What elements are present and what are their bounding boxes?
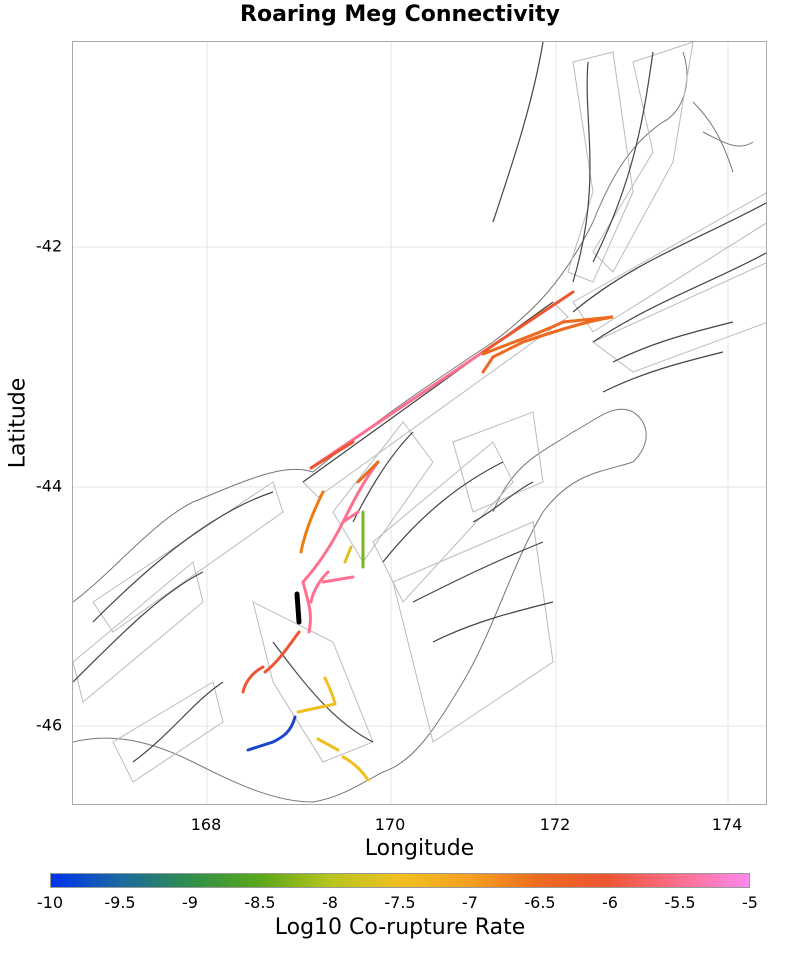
y-axis-label: Latitude	[5, 377, 31, 469]
fault-polygons	[73, 42, 766, 783]
colorbar-tick: -9	[182, 893, 198, 912]
grid-lines	[73, 42, 766, 804]
y-tick-neg46: -46	[36, 715, 63, 735]
y-tick-neg42: -42	[36, 236, 63, 256]
x-axis-label: Longitude	[364, 836, 475, 861]
x-tick-168: 168	[190, 815, 222, 834]
colorbar-tick: -8.5	[244, 893, 276, 912]
x-tick-172: 172	[539, 815, 571, 834]
x-tick-170: 170	[374, 815, 406, 834]
map-plot-area	[72, 41, 767, 805]
colorbar-tick: -7.5	[384, 893, 416, 912]
colorbar-tick: -6.5	[524, 893, 556, 912]
colorbar-tick: -5.5	[664, 893, 696, 912]
colorbar-tick: -10	[36, 893, 64, 912]
chart-title: Roaring Meg Connectivity	[240, 2, 560, 27]
colorbar-tick: -6	[602, 893, 618, 912]
colorbar-tick: -8	[322, 893, 338, 912]
x-tick-174: 174	[711, 815, 743, 834]
roaring-meg-fault	[294, 591, 302, 625]
y-tick-neg44: -44	[36, 476, 63, 496]
fault-map	[73, 42, 766, 804]
colorbar-label: Log10 Co-rupture Rate	[274, 915, 526, 940]
colorbar-tick: -9.5	[104, 893, 136, 912]
colorbar	[50, 873, 750, 888]
colorbar-tick: -7	[462, 893, 478, 912]
colorbar-tick: -5	[742, 893, 758, 912]
fault-traces	[73, 42, 766, 763]
co-rupture-faults	[241, 290, 614, 782]
coastline	[73, 51, 754, 803]
